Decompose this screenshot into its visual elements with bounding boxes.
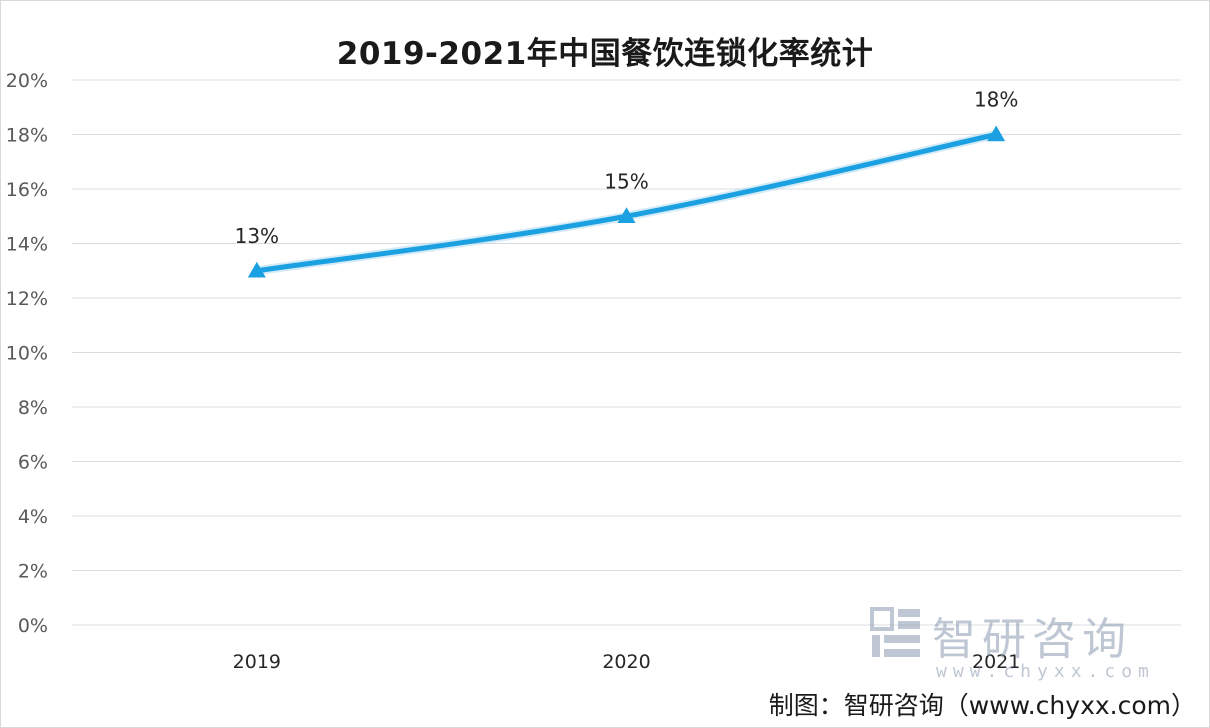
y-tick-label: 10% (6, 343, 48, 365)
x-tick-label: 2020 (602, 651, 650, 673)
y-tick-label: 8% (18, 397, 48, 419)
y-tick-label: 14% (6, 234, 48, 256)
watermark-brand-name: 智研咨询 (932, 614, 1132, 665)
series-line-shadow (252, 130, 1001, 276)
y-tick-label: 20% (6, 70, 48, 92)
data-label: 13% (235, 224, 279, 248)
y-axis-tick-labels: 0% 2% 4% 6% 8% 10% 12% 14% 16% 18% 20% (6, 70, 48, 637)
series-line (254, 132, 999, 274)
data-series (247, 125, 1006, 278)
watermark: 智研咨询 www.chyxx.com (866, 603, 1176, 683)
data-point-marker (987, 125, 1006, 142)
y-tick-label: 16% (6, 179, 48, 201)
y-tick-label: 18% (6, 125, 48, 147)
x-tick-label: 2021 (972, 651, 1020, 673)
data-labels: 13% 15% 18% (235, 88, 1019, 248)
gridlines (72, 79, 1181, 626)
y-tick-label: 6% (18, 452, 48, 474)
data-label: 18% (974, 88, 1018, 112)
source-note: 制图：智研咨询（www.chyxx.com） (768, 691, 1196, 720)
data-point-marker (617, 207, 636, 223)
data-label: 15% (604, 169, 648, 193)
y-tick-label: 2% (18, 561, 48, 583)
chart-title: 2019-2021年中国餐饮连锁化率统计 (336, 36, 874, 72)
y-tick-label: 0% (18, 615, 48, 637)
y-tick-label: 4% (18, 506, 48, 528)
x-tick-label: 2019 (233, 651, 281, 673)
y-tick-label: 12% (6, 288, 48, 310)
watermark-url: www.chyxx.com (936, 661, 1155, 682)
company-logo-icon (870, 607, 920, 657)
x-axis-tick-labels: 2019 2020 2021 (233, 651, 1021, 673)
data-point-marker (247, 261, 266, 278)
